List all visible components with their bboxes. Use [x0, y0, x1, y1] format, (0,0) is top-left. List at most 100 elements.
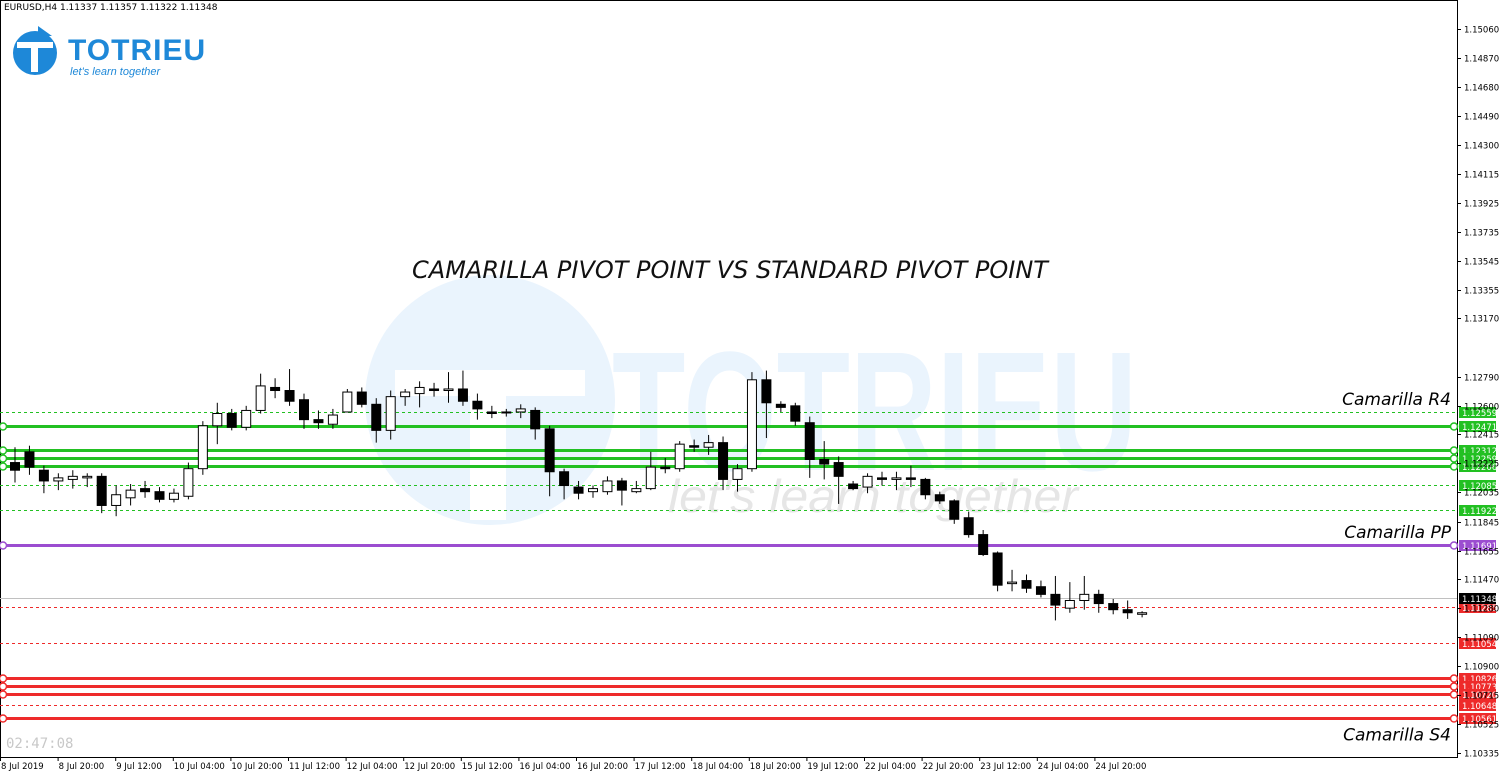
level-annotation: Camarilla S4: [1343, 725, 1451, 745]
level-handle-left: [0, 714, 8, 723]
level-price-tag: [1459, 445, 1496, 456]
candle: [472, 393, 483, 420]
current-price-tag: [1459, 593, 1496, 604]
level-handle-left: [0, 462, 8, 471]
level-price-tag: [1459, 421, 1496, 432]
candle: [212, 402, 223, 445]
x-tick-label: 23 Jul 12:00: [980, 762, 1031, 772]
candle-body: [168, 492, 179, 500]
x-tick-label: 12 Jul 04:00: [347, 762, 398, 772]
candle-body: [963, 517, 974, 536]
candle-body: [1079, 593, 1090, 601]
candle: [631, 480, 642, 494]
candle-body: [674, 443, 685, 470]
candle-body: [877, 477, 887, 480]
y-tick-label: 1.10715: [1464, 692, 1499, 702]
level-price-label: 1.12471: [1462, 423, 1497, 433]
candle: [457, 370, 468, 406]
y-tick-label: 1.13545: [1464, 258, 1499, 268]
candle: [761, 370, 772, 439]
y-tick-label: 1.11655: [1464, 548, 1499, 558]
y-tick-label: 1.11470: [1464, 576, 1499, 586]
level-annotation: Camarilla R4: [1342, 390, 1451, 410]
level-price-tag: [1459, 681, 1496, 692]
level-handle-right: [1449, 446, 1459, 455]
level-handle-left: [0, 682, 8, 691]
level-handle-left: [0, 446, 8, 455]
candle-body: [544, 428, 555, 473]
candle-body: [501, 411, 512, 414]
candle: [963, 511, 974, 538]
candle: [10, 447, 20, 483]
level-price-label: 1.12312: [1462, 447, 1497, 457]
level-handle-right: [1449, 674, 1459, 683]
level-price-label: 1.10720: [1462, 691, 1497, 701]
level-annotation: Camarilla PP: [1344, 523, 1451, 543]
candle-body: [732, 468, 743, 480]
candle: [530, 407, 541, 440]
candle: [429, 382, 440, 397]
y-tick-label: 1.14680: [1464, 84, 1499, 94]
candle: [718, 436, 729, 491]
candle: [1021, 574, 1032, 593]
candle: [746, 372, 757, 472]
candle: [299, 393, 309, 429]
candle: [905, 465, 916, 488]
candle: [1122, 600, 1133, 619]
candle-body: [1021, 580, 1032, 589]
candle: [559, 468, 570, 500]
x-tick-label: 24 Jul 20:00: [1095, 762, 1146, 772]
candle-body: [602, 480, 613, 493]
candle-body: [82, 475, 93, 479]
candle-body: [313, 419, 324, 424]
x-tick-label: 22 Jul 04:00: [865, 762, 916, 772]
level-price-tag: [1459, 540, 1496, 551]
candle: [588, 485, 598, 498]
candle-body: [356, 391, 367, 405]
candle-body: [443, 388, 454, 392]
candle: [154, 487, 165, 503]
x-tick-label: 18 Jul 20:00: [750, 762, 801, 772]
candle-body: [241, 409, 252, 428]
candle-body: [790, 405, 801, 422]
candle-body: [833, 462, 844, 477]
level-handle-right: [1449, 682, 1459, 691]
level-price-label: 1.12206: [1462, 463, 1497, 473]
candle-body: [761, 379, 772, 404]
y-tick-label: 1.11090: [1464, 634, 1499, 644]
y-tick-label: 1.10900: [1464, 663, 1499, 673]
y-tick-label: 1.12225: [1464, 460, 1499, 470]
y-tick-label: 1.13925: [1464, 200, 1499, 210]
level-handle-right: [1449, 454, 1459, 463]
candle-body: [255, 385, 266, 411]
x-tick-label: 16 Jul 04:00: [519, 762, 570, 772]
candle-body: [1093, 593, 1104, 605]
candles: [10, 369, 1148, 621]
candle-body: [588, 488, 598, 493]
x-tick-label: 11 Jul 12:00: [289, 762, 340, 772]
candle-body: [746, 379, 757, 470]
candle: [53, 473, 64, 491]
y-tick-label: 1.14300: [1464, 142, 1499, 152]
candle-body: [299, 399, 309, 421]
level-handle-left: [0, 422, 8, 431]
candle: [660, 457, 671, 474]
candle: [197, 421, 208, 475]
x-tick-label: 10 Jul 20:00: [231, 762, 282, 772]
candle-body: [197, 425, 208, 470]
candle: [833, 456, 844, 504]
candle: [1007, 569, 1018, 592]
candle: [877, 471, 887, 486]
candle-body: [154, 491, 165, 500]
y-tick-label: 1.11845: [1464, 519, 1499, 529]
candle-body: [862, 475, 873, 488]
candle: [67, 470, 78, 489]
candle: [385, 390, 396, 440]
level-price-tag: [1459, 638, 1496, 649]
level-price-tag: [1459, 713, 1496, 724]
candle: [443, 372, 454, 403]
candle-body: [342, 391, 353, 413]
level-handle-right: [1449, 422, 1459, 431]
candle-body: [226, 413, 237, 428]
